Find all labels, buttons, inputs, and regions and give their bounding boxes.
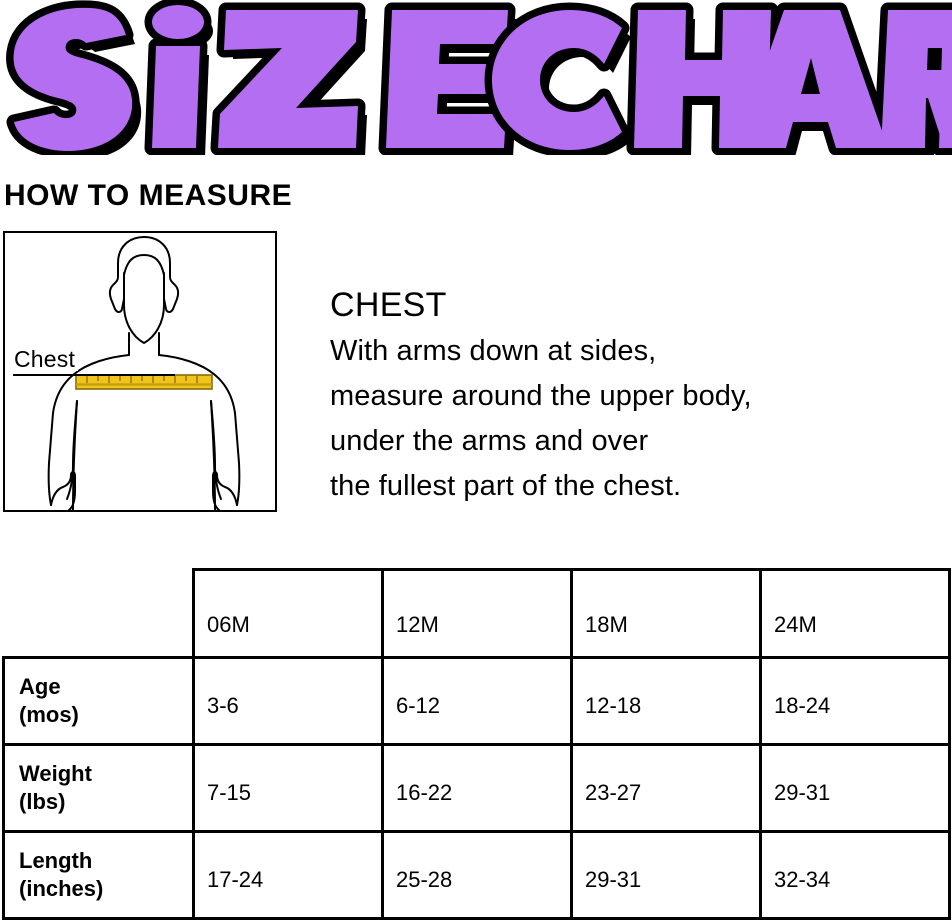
row-label-age: Age (mos) [2,656,195,746]
row-label-length: Length (inches) [2,830,195,920]
size-table: 06M 12M 18M 24M Age (mos) 3-6 6-12 12-18… [2,568,951,920]
table-header-row: 06M 12M 18M 24M [4,568,951,659]
chest-description-line-2: measure around the upper body, [330,379,752,412]
chest-diagram-label: Chest [14,348,79,371]
cell-length-24m: 32-34 [759,830,951,920]
row-label-length-main: Length [19,847,93,873]
row-label-age-main: Age [19,673,61,699]
table-row: Weight (lbs) 7-15 16-22 23-27 29-31 [2,743,951,833]
row-label-weight: Weight (lbs) [2,743,195,833]
cell-weight-06m: 7-15 [192,743,384,833]
cell-age-24m: 18-24 [759,656,951,746]
row-label-length-unit: (inches) [19,876,104,901]
column-header-18m: 18M [570,568,762,659]
chest-description-line-1: With arms down at sides, [330,334,657,367]
table-corner-cell [4,570,194,658]
page-title-banner [0,0,952,155]
cell-length-06m: 17-24 [192,830,384,920]
cell-weight-12m: 16-22 [381,743,573,833]
cell-age-12m: 6-12 [381,656,573,746]
column-header-06m: 06M [192,568,384,659]
size-chart-title-art [0,0,952,155]
cell-age-18m: 12-18 [570,656,762,746]
chest-leader-line [13,374,175,376]
row-label-age-unit: (mos) [19,702,79,727]
chest-description-line-4: the fullest part of the chest. [330,469,682,502]
column-header-12m: 12M [381,568,573,659]
measuring-tape-icon [75,374,213,390]
chest-description-heading: CHEST [330,286,447,324]
cell-age-06m: 3-6 [192,656,384,746]
table-row: Age (mos) 3-6 6-12 12-18 18-24 [2,656,951,746]
row-label-weight-unit: (lbs) [19,789,66,814]
cell-length-18m: 29-31 [570,830,762,920]
cell-weight-24m: 29-31 [759,743,951,833]
how-to-measure-heading: HOW TO MEASURE [4,179,293,212]
size-table-container: 06M 12M 18M 24M Age (mos) 3-6 6-12 12-18… [0,568,952,920]
chest-description-line-3: under the arms and over [330,424,649,457]
table-row: Length (inches) 17-24 25-28 29-31 32-34 [2,830,951,920]
row-label-weight-main: Weight [19,760,92,786]
cell-length-12m: 25-28 [381,830,573,920]
column-header-24m: 24M [759,568,951,659]
cell-weight-18m: 23-27 [570,743,762,833]
chest-description: CHEST With arms down at sides, measure a… [330,286,940,508]
